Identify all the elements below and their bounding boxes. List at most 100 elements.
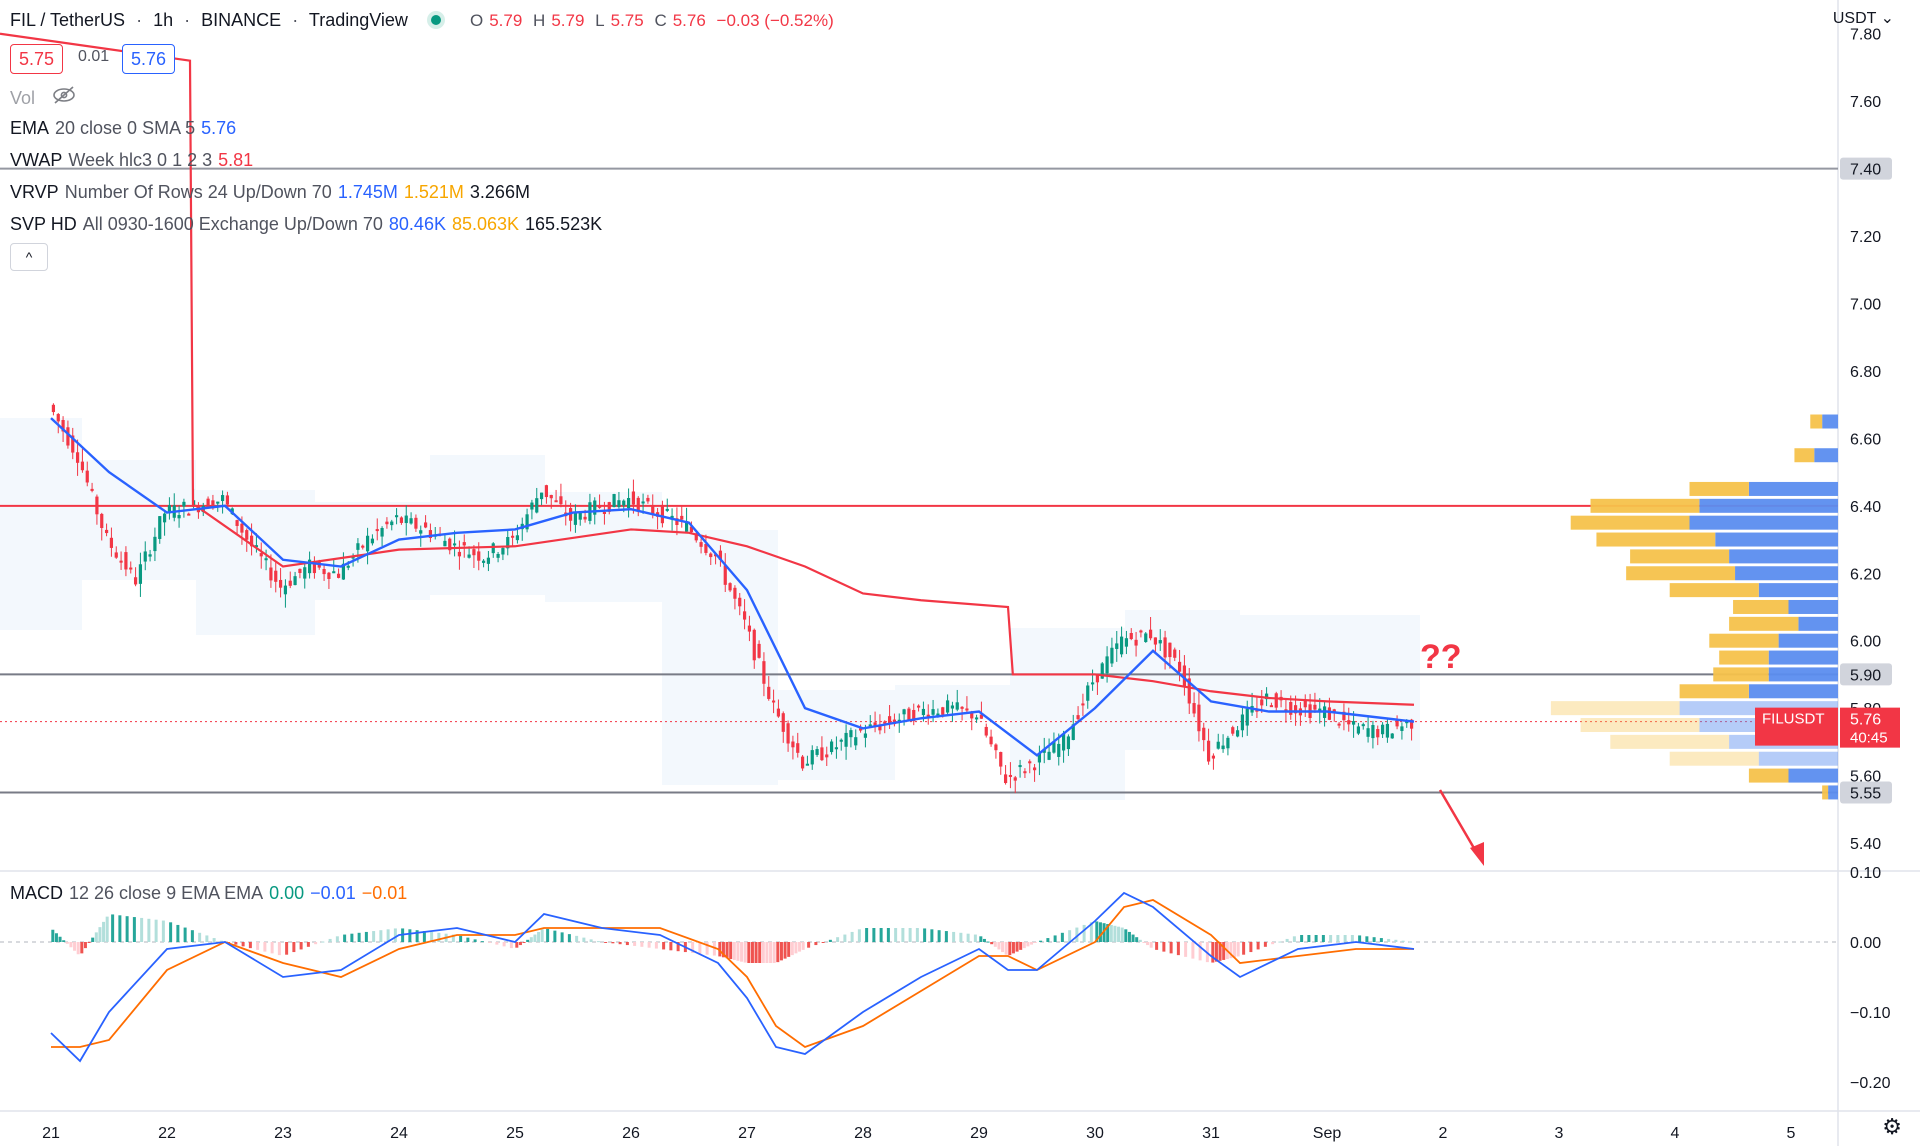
price-tick-label: 6.40 — [1850, 499, 1881, 516]
session-volume-box — [1010, 628, 1125, 800]
candle-body — [791, 741, 795, 748]
price-tick-label: 5.40 — [1850, 836, 1881, 853]
candle-body — [747, 625, 752, 632]
time-tick-label: 27 — [738, 1125, 756, 1142]
price-tick-label: 6.80 — [1850, 364, 1881, 381]
macd-histogram-bar — [765, 942, 769, 963]
macd-histogram-bar — [1046, 938, 1050, 942]
macd-histogram-bar — [415, 930, 419, 942]
vrvp-legend[interactable]: VRVP Number Of Rows 24 Up/Down 70 1.745M 1.… — [10, 182, 536, 203]
candle-body — [341, 563, 346, 580]
macd-histogram-bar — [1138, 939, 1142, 942]
macd-histogram-bar — [1053, 935, 1057, 942]
macd-name: MACD — [10, 883, 63, 903]
symbol-price-tag — [1755, 707, 1838, 746]
candle-body — [525, 514, 529, 530]
candle-body — [206, 498, 210, 509]
candle-body — [1187, 678, 1191, 704]
open-label: O — [469, 11, 484, 30]
macd-histogram-bar — [790, 942, 794, 956]
macd-histogram-bar — [515, 942, 519, 948]
candle-body — [1139, 630, 1143, 633]
candle-body — [680, 515, 684, 520]
candle-body — [1129, 633, 1133, 640]
buy-button[interactable]: 5.76 — [122, 44, 176, 74]
macd-histogram-bar — [865, 928, 869, 942]
candle-body — [1110, 647, 1114, 664]
macd-line — [50, 891, 1415, 1063]
collapse-legend-button[interactable]: ^ — [10, 243, 48, 271]
countdown-label: 40:45 — [1850, 730, 1888, 747]
candle-body — [873, 722, 877, 727]
macd-histogram-bar — [451, 934, 455, 942]
session-volume-box — [778, 690, 895, 780]
macd-histogram-bar — [596, 941, 600, 943]
vwap-legend[interactable]: VWAP Week hlc3 0 1 2 3 5.81 — [10, 150, 259, 171]
macd-histogram-bar — [944, 931, 948, 942]
market-open-icon — [430, 15, 441, 26]
candle-body — [921, 708, 926, 716]
macd-histogram-bar — [1350, 935, 1354, 942]
macd-histogram-bar — [132, 917, 136, 942]
ema-legend[interactable]: EMA 20 close 0 SMA 5 5.76 — [10, 118, 242, 139]
macd-histogram-bar — [1033, 942, 1037, 943]
candle-body — [467, 554, 471, 558]
macd-histogram-bar — [241, 942, 245, 947]
candle-body — [477, 551, 481, 561]
macd-legend[interactable]: MACD 12 26 close 9 EMA EMA 0.00 −0.01 −0.01 — [10, 883, 413, 904]
macd-histogram-bar — [1285, 938, 1289, 942]
ema-name: EMA — [10, 118, 50, 138]
candle-body — [167, 505, 172, 514]
volume-profile-up-bar — [1689, 515, 1838, 530]
volume-profile-down-bar — [1689, 481, 1749, 496]
vrvp-name: VRVP — [10, 182, 59, 202]
session-volume-box — [0, 418, 82, 630]
candle-body — [129, 567, 133, 570]
interval[interactable]: 1h — [153, 10, 174, 30]
candle-body — [1192, 703, 1196, 714]
candle-body — [1158, 640, 1162, 644]
macd-histogram-bar — [740, 942, 744, 962]
macd-histogram-bar — [522, 942, 526, 943]
candle-body — [626, 497, 631, 509]
time-tick-label: 29 — [970, 1125, 988, 1142]
eye-crossed-icon[interactable] — [52, 86, 76, 109]
current-price-label: 5.76 — [1850, 712, 1881, 729]
macd-tick-label: −0.20 — [1850, 1075, 1891, 1092]
volume-profile-down-bar — [1630, 549, 1730, 564]
candle-body — [554, 500, 558, 503]
macd-histogram-bar — [1218, 942, 1222, 961]
macd-histogram-bar — [379, 930, 383, 942]
svp-legend[interactable]: SVP HD All 0930-1600 Exchange Up/Down 70 8… — [10, 214, 608, 235]
candle-body — [109, 537, 114, 548]
candle-body — [1211, 755, 1216, 759]
macd-histogram-bar — [473, 939, 477, 942]
currency-unit-selector[interactable]: USDT ⌄ — [1833, 8, 1894, 28]
sell-button[interactable]: 5.75 — [10, 44, 64, 74]
macd-histogram-bar — [959, 932, 963, 942]
gear-icon[interactable]: ⚙ — [1882, 1114, 1902, 1139]
macd-histogram-bar — [640, 942, 644, 947]
candle-body — [187, 513, 191, 516]
candle-body — [883, 721, 887, 724]
macd-histogram-bar — [1372, 937, 1376, 942]
macd-histogram-bar — [190, 930, 194, 942]
candle-body — [544, 485, 549, 498]
candle-body — [327, 572, 331, 579]
candle-body — [95, 496, 99, 515]
volume-legend[interactable]: Vol — [10, 86, 82, 109]
candle-body — [578, 512, 582, 520]
macd-histogram-bar — [1191, 942, 1195, 959]
volume-profile-down-bar — [1669, 751, 1759, 766]
macd-histogram-bar — [422, 931, 426, 942]
candle-body — [1351, 721, 1356, 725]
symbol-name[interactable]: FIL / TetherUS — [10, 10, 126, 30]
candle-body — [815, 749, 819, 755]
high-label: H — [533, 11, 546, 30]
candle-body — [515, 535, 520, 541]
candle-body — [607, 502, 611, 512]
macd-histogram-bar — [783, 942, 787, 959]
candle-body — [912, 709, 916, 722]
macd-histogram-bar — [857, 929, 861, 942]
